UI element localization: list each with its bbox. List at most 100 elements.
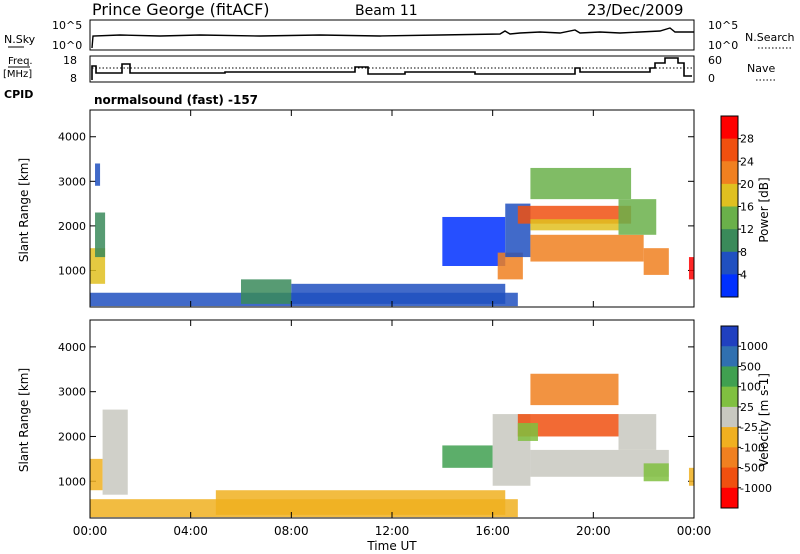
velocity-patch-6 bbox=[517, 414, 619, 437]
freq-line bbox=[91, 57, 692, 80]
velocity-patch-3 bbox=[215, 490, 506, 515]
velocity-colorbar-swatch-3 bbox=[721, 386, 738, 408]
x-tick-label-1: 04:00 bbox=[173, 524, 208, 538]
velocity-colorbar-label-2: 100 bbox=[740, 381, 761, 394]
x-tick-label-0: 00:00 bbox=[73, 524, 108, 538]
x-tick-label-2: 08:00 bbox=[274, 524, 309, 538]
power-patch-10 bbox=[530, 219, 619, 231]
velocity-panel: 1000 2000 3000 4000 Slant Range [km] 1000 50… bbox=[17, 110, 772, 553]
velocity-colorbar-swatch-8 bbox=[721, 487, 738, 509]
n-sky-tick-bottom: 10^0 bbox=[52, 39, 82, 52]
freq-unit-label: [MHz] bbox=[3, 69, 32, 80]
freq-tick-bottom: 8 bbox=[70, 72, 77, 85]
velocity-colorbar-swatch-6 bbox=[721, 447, 738, 469]
velocity-ytick-label-3: 4000 bbox=[58, 341, 86, 354]
velocity-patch-4 bbox=[442, 445, 493, 468]
velocity-colorbar-label-4: -25 bbox=[740, 421, 758, 434]
velocity-colorbar-swatch-4 bbox=[721, 406, 738, 428]
n-sky-tick-top: 10^5 bbox=[52, 19, 82, 32]
velocity-patch-0 bbox=[90, 458, 103, 491]
power-ylabel: Slant Range [km] bbox=[17, 158, 31, 262]
sky-search-panel: N.Sky 10^5 10^0 10^5 10^0 N.Search bbox=[4, 19, 795, 52]
velocity-colorbar-swatch-1 bbox=[721, 346, 738, 367]
velocity-colorbar-label-7: -1000 bbox=[740, 482, 772, 495]
power-colorbar-label: Power [dB] bbox=[757, 177, 771, 242]
power-patch-12 bbox=[530, 167, 632, 200]
station-title: Prince George (fitACF) bbox=[92, 0, 270, 19]
x-tick-label-5: 20:00 bbox=[576, 524, 611, 538]
power-ytick-label-1: 2000 bbox=[58, 220, 86, 233]
power-ytick-label-2: 3000 bbox=[58, 175, 86, 188]
velocity-colorbar-label-0: 1000 bbox=[740, 340, 768, 353]
velocity-colorbar-label-3: 25 bbox=[740, 401, 754, 414]
n-search-tick-top: 10^5 bbox=[708, 19, 738, 32]
power-colorbar-swatch-4 bbox=[721, 206, 738, 230]
cpid-text: normalsound (fast) -157 bbox=[94, 93, 258, 107]
velocity-colorbar-swatch-2 bbox=[721, 366, 738, 388]
power-colorbar-swatch-3 bbox=[721, 183, 738, 207]
velocity-patch-8 bbox=[530, 373, 619, 406]
x-tick-label-4: 16:00 bbox=[475, 524, 510, 538]
power-ytick-label-0: 1000 bbox=[58, 264, 86, 277]
power-patch-5 bbox=[291, 283, 506, 304]
velocity-colorbar-swatch-7 bbox=[721, 467, 738, 489]
velocity-colorbar-swatch-0 bbox=[721, 326, 738, 347]
n-search-label: N.Search bbox=[745, 31, 795, 44]
velocity-ytick-label-1: 2000 bbox=[58, 430, 86, 443]
power-colorbar-label-2: 12 bbox=[740, 223, 754, 236]
beam-label: Beam 11 bbox=[355, 3, 418, 19]
power-colorbar-swatch-2 bbox=[721, 161, 738, 185]
power-patch-6 bbox=[442, 216, 506, 266]
velocity-colorbar-label-1: 500 bbox=[740, 360, 761, 373]
power-colorbar-label-0: 4 bbox=[740, 268, 747, 281]
x-tick-label-6: 00:00 bbox=[677, 524, 712, 538]
power-colorbar-label-6: 28 bbox=[740, 133, 754, 146]
power-patch-9 bbox=[517, 205, 632, 224]
n-search-tick-bottom: 10^0 bbox=[708, 39, 738, 52]
freq-tick-top: 18 bbox=[63, 54, 77, 67]
velocity-ytick-label-2: 3000 bbox=[58, 386, 86, 399]
power-patch-15 bbox=[688, 257, 694, 280]
date-label: 23/Dec/2009 bbox=[587, 1, 683, 19]
n-sky-label: N.Sky bbox=[4, 33, 36, 46]
power-colorbar-label-3: 16 bbox=[740, 201, 754, 214]
power-patch-1 bbox=[95, 212, 106, 258]
freq-nave-panel: Freq. [MHz] 18 8 60 0 Nave CPID normalso… bbox=[3, 54, 776, 107]
velocity-patch-12 bbox=[688, 467, 694, 486]
power-panel: 1000 2000 3000 4000 Slant Range [km] 4 8 12 16… bbox=[17, 109, 771, 308]
velocity-ylabel: Slant Range [km] bbox=[17, 368, 31, 472]
power-patch-4 bbox=[241, 279, 292, 304]
power-patch-13 bbox=[618, 199, 657, 235]
velocity-ytick-label-0: 1000 bbox=[58, 475, 86, 488]
freq-label: Freq. bbox=[8, 56, 33, 67]
velocity-colorbar-swatch-5 bbox=[721, 427, 738, 448]
power-colorbar-label-1: 8 bbox=[740, 246, 747, 259]
power-patch-14 bbox=[643, 248, 669, 275]
velocity-colorbar-label-6: -500 bbox=[740, 462, 765, 475]
cpid-label: CPID bbox=[4, 88, 33, 101]
velocity-patch-7 bbox=[517, 423, 538, 441]
velocity-colorbar-frame bbox=[720, 325, 739, 509]
power-colorbar-swatch-0 bbox=[721, 116, 738, 140]
power-colorbar-swatch-5 bbox=[721, 229, 738, 253]
n-sky-line bbox=[91, 27, 694, 49]
power-colorbar-swatch-6 bbox=[721, 251, 738, 275]
nave-tick-bottom: 0 bbox=[708, 72, 715, 85]
power-colorbar-label-5: 24 bbox=[740, 155, 754, 168]
power-patch-2 bbox=[95, 163, 101, 186]
velocity-patch-11 bbox=[643, 463, 669, 482]
x-tick-label-3: 12:00 bbox=[375, 524, 410, 538]
velocity-patch-10 bbox=[618, 414, 657, 450]
velocity-colorbar-label: Velocity [m s-1] bbox=[757, 373, 771, 467]
power-colorbar-swatch-7 bbox=[721, 274, 738, 298]
time-axis-label: Time UT bbox=[366, 539, 417, 553]
power-colorbar-label-4: 20 bbox=[740, 178, 754, 191]
velocity-colorbar-label-5: -100 bbox=[740, 441, 765, 454]
nave-tick-top: 60 bbox=[708, 54, 722, 67]
power-ytick-label-3: 4000 bbox=[58, 131, 86, 144]
velocity-patch-1 bbox=[102, 409, 128, 495]
power-colorbar-swatch-1 bbox=[721, 138, 738, 162]
power-patch-11 bbox=[530, 234, 644, 262]
nave-label: Nave bbox=[747, 62, 775, 75]
